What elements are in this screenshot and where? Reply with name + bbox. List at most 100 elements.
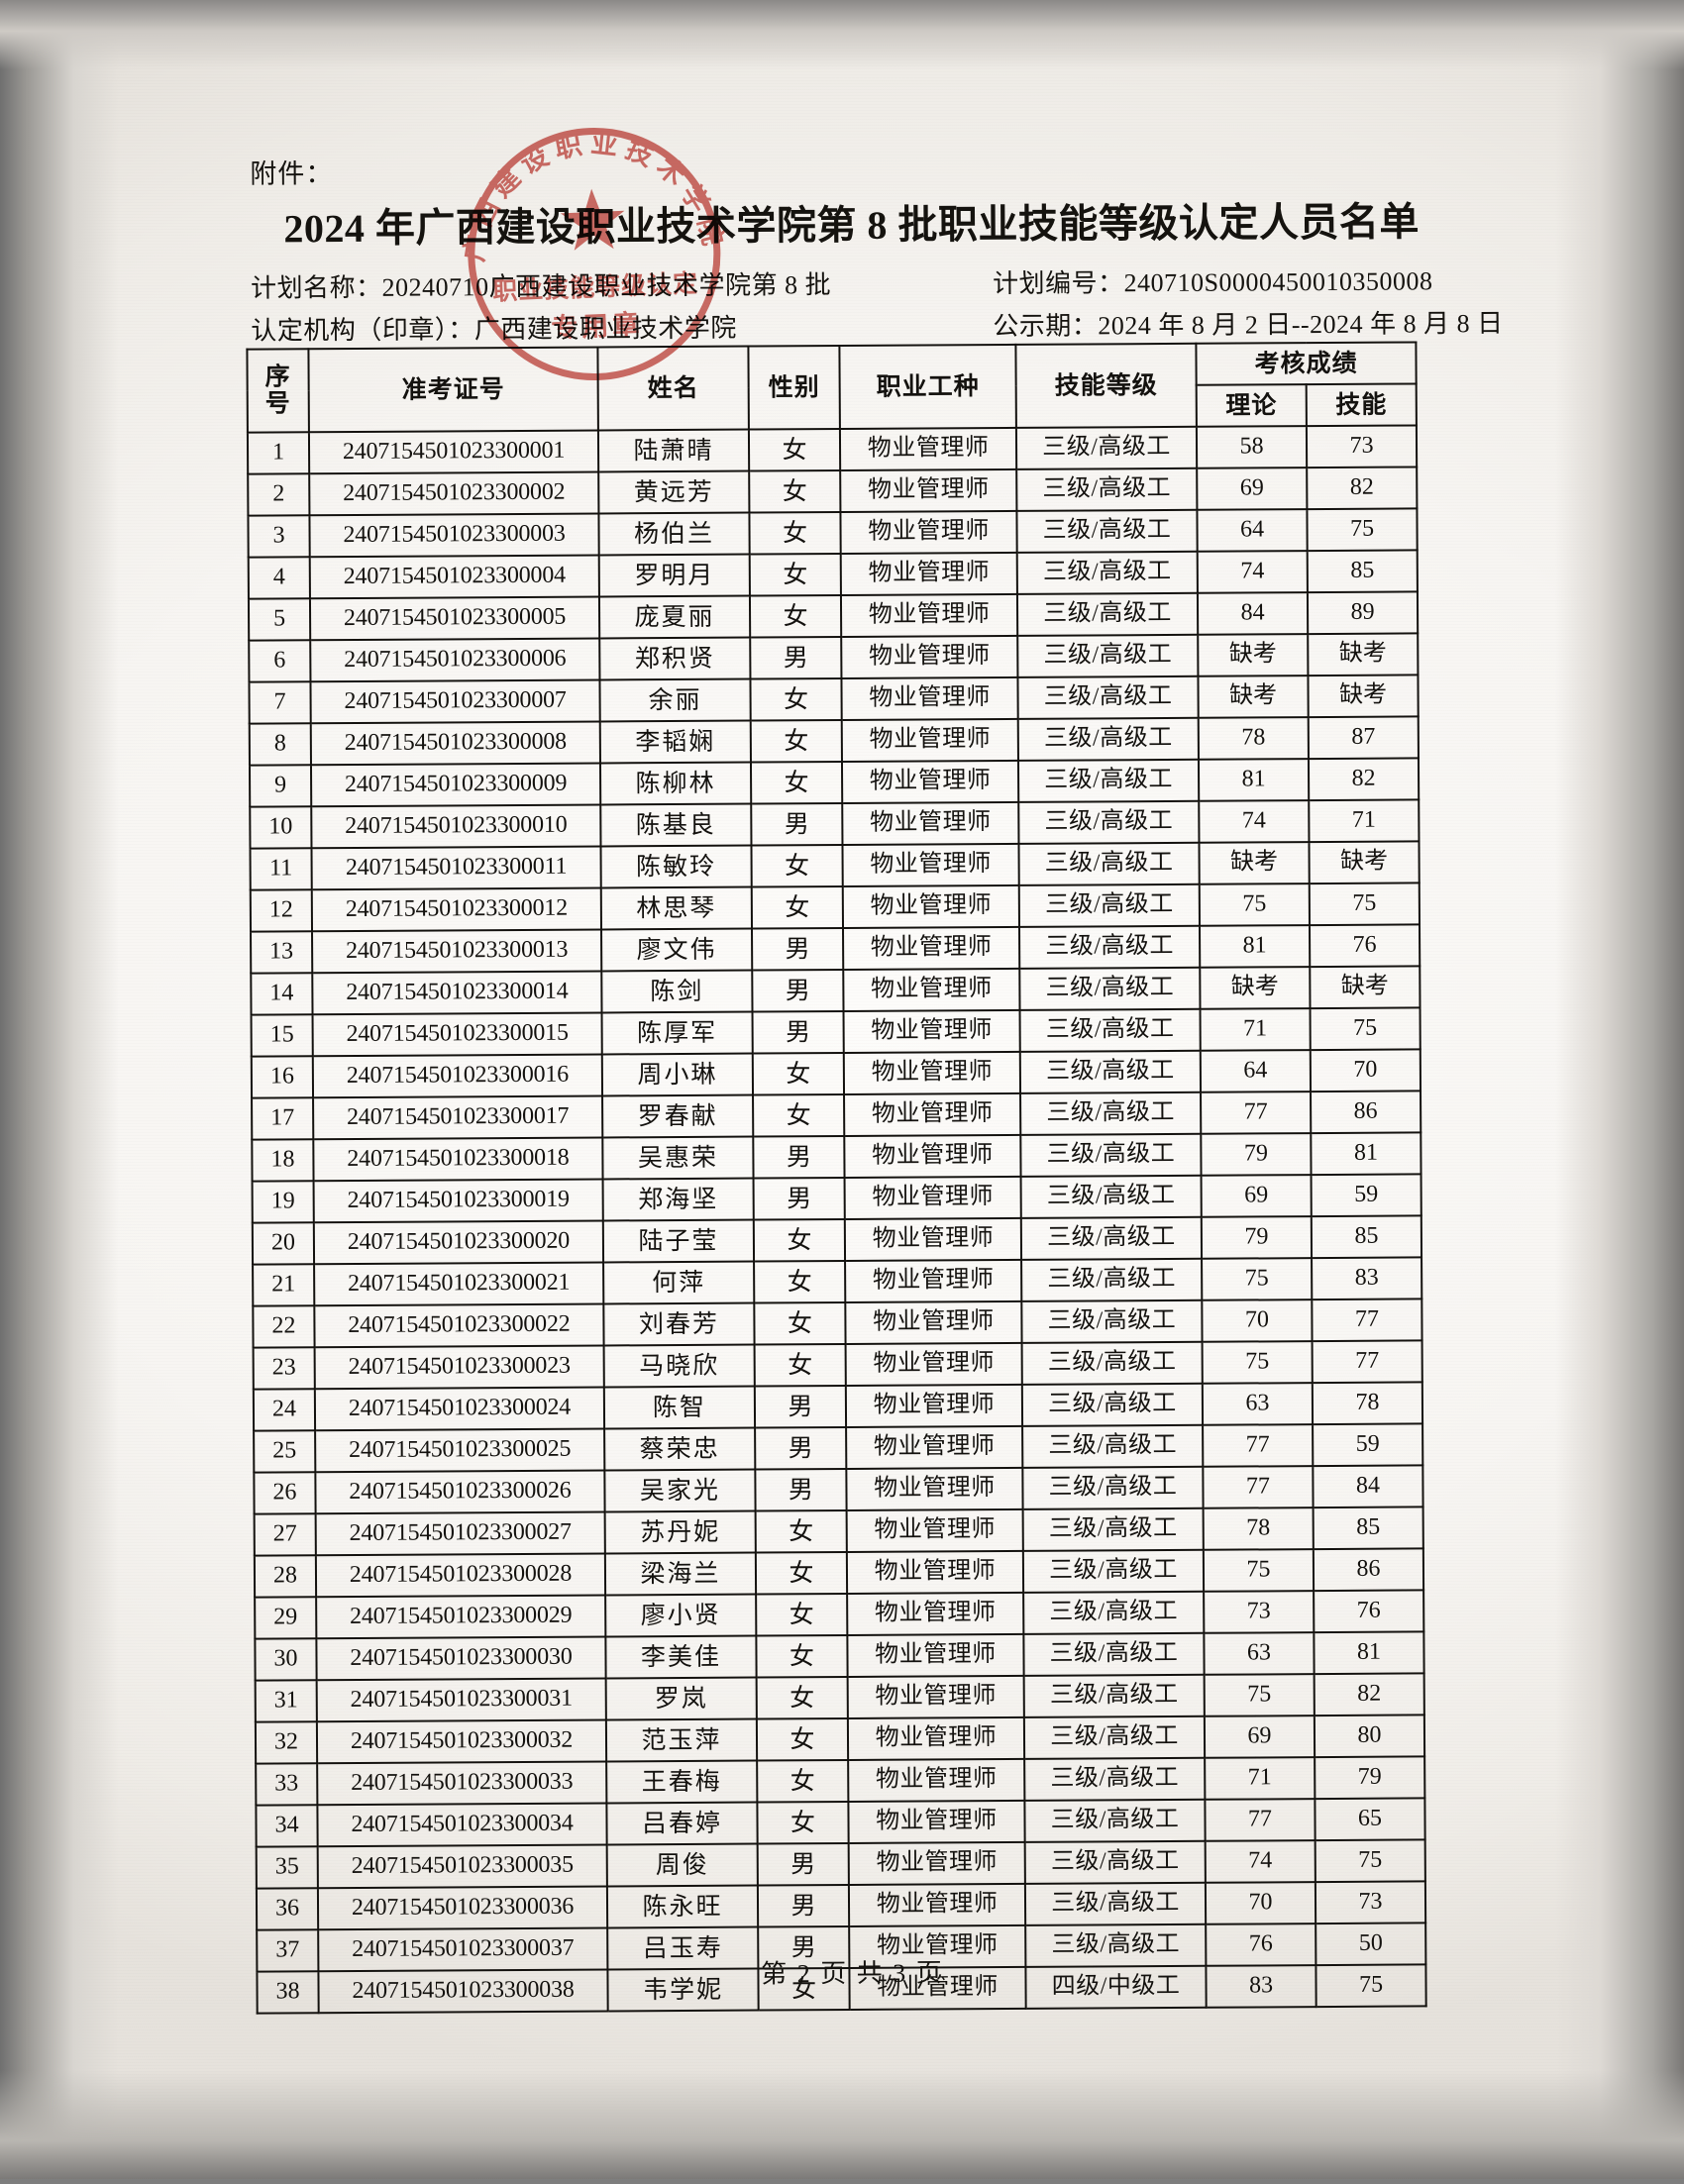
table-header: 序 号 准考证号 姓名 性别 职业工种 技能等级 考核成绩 理论 技能 (247, 342, 1417, 433)
cell-level: 三级/高级工 (1017, 676, 1199, 719)
cell-level: 三级/高级工 (1021, 1300, 1203, 1343)
cell-card: 2407154501023300008 (310, 721, 600, 766)
cell-level: 三级/高级工 (1019, 967, 1201, 1010)
table-row: 9 2407154501023300009 陈柳林女物业管理师 三级/高级工 81 82 (249, 758, 1420, 807)
cell-score-theory: 70 (1205, 1882, 1316, 1924)
publicity-period-line: 公示期：2024 年 8 月 2 日--2024 年 8 月 8 日 (993, 303, 1504, 343)
cell-level: 三级/高级工 (1022, 1549, 1205, 1593)
cell-level: 三级/高级工 (1023, 1591, 1205, 1634)
cell-score-skill: 75 (1310, 1007, 1421, 1051)
table-row: 21 2407154501023300021 何萍女物业管理师 三级/高级工 75 83 (253, 1257, 1422, 1306)
cell-card: 2407154501023300032 (316, 1719, 607, 1764)
cell-job: 物业管理师 (846, 1508, 1023, 1552)
cell-card: 2407154501023300025 (315, 1428, 605, 1473)
cell-sex: 女 (750, 719, 842, 763)
cell-sex: 女 (757, 1759, 849, 1803)
cell-card: 2407154501023300018 (313, 1137, 603, 1182)
cell-card: 2407154501023300024 (314, 1387, 605, 1431)
cell-seq: 24 (253, 1389, 316, 1431)
table-row: 10 2407154501023300010 陈基良男物业管理师 三级/高级工 74 71 (250, 799, 1420, 849)
cell-sex: 女 (755, 1551, 848, 1595)
cell-name: 何萍 (603, 1261, 755, 1304)
cell-score-theory: 64 (1197, 509, 1308, 552)
cell-score-theory: 63 (1204, 1632, 1315, 1675)
cell-seq: 22 (253, 1305, 315, 1348)
cell-name: 吴惠荣 (602, 1136, 754, 1180)
table-row: 25 2407154501023300025 蔡荣忠男物业管理师 三级/高级工 77 59 (254, 1423, 1423, 1473)
cell-sex: 女 (751, 844, 843, 887)
cell-level: 三级/高级工 (1023, 1632, 1205, 1676)
certifying-org-value: 广西建设职业技术学院 (474, 313, 737, 345)
cell-seq: 27 (254, 1513, 316, 1556)
cell-name: 吕春婷 (606, 1802, 758, 1845)
cell-score-skill: 81 (1314, 1631, 1424, 1675)
cell-sex: 女 (754, 1301, 846, 1345)
cell-score-skill: 71 (1309, 799, 1420, 843)
cell-score-skill: 77 (1312, 1299, 1422, 1342)
table-row: 12 2407154501023300012 林思琴女物业管理师 三级/高级工 75 75 (250, 883, 1421, 932)
cell-name: 陈智 (603, 1386, 756, 1429)
cell-sex: 女 (756, 1676, 848, 1719)
cell-name: 陈敏玲 (600, 845, 752, 888)
cell-card: 2407154501023300021 (314, 1262, 604, 1306)
cell-seq: 35 (256, 1846, 318, 1889)
cell-job: 物业管理师 (844, 1134, 1021, 1178)
table-body: 1 2407154501023300001 陆萧晴女物业管理师 三级/高级工 58 73 2… (247, 425, 1426, 2014)
cell-name: 陆萧晴 (597, 429, 750, 472)
cell-sex: 男 (755, 1468, 847, 1511)
column-header-card: 准考证号 (308, 347, 598, 433)
plan-name-value: 20240710广西建设职业技术学院第 8 批 (381, 270, 832, 302)
cell-sex: 男 (755, 1426, 847, 1470)
cell-level: 三级/高级工 (1019, 1050, 1202, 1093)
cell-job: 物业管理师 (843, 1051, 1021, 1094)
cell-name: 黄远芳 (598, 470, 750, 514)
cell-job: 物业管理师 (847, 1633, 1024, 1677)
cell-name: 罗明月 (598, 554, 750, 597)
cell-score-theory: 69 (1204, 1716, 1316, 1758)
cell-level: 三级/高级工 (1019, 925, 1201, 969)
cell-name: 陈厚军 (601, 1011, 753, 1055)
cell-seq: 14 (251, 973, 313, 1015)
cell-job: 物业管理师 (839, 427, 1017, 470)
cell-score-theory: 77 (1205, 1799, 1316, 1841)
cell-level: 三级/高级工 (1021, 1341, 1203, 1385)
cell-seq: 16 (251, 1056, 314, 1098)
cell-sex: 女 (750, 761, 843, 804)
cell-score-theory: 78 (1203, 1508, 1314, 1550)
cell-score-theory: 64 (1200, 1050, 1312, 1092)
cell-seq: 28 (254, 1555, 317, 1598)
table-row: 22 2407154501023300022 刘春芳女物业管理师 三级/高级工 70 77 (253, 1299, 1422, 1348)
cell-score-skill: 80 (1314, 1715, 1425, 1758)
cell-card: 2407154501023300007 (310, 679, 600, 724)
cell-score-skill: 82 (1314, 1673, 1424, 1716)
cell-level: 三级/高级工 (1023, 1716, 1206, 1759)
cell-name: 马晓欣 (603, 1344, 755, 1388)
cell-sex: 女 (753, 1093, 845, 1137)
cell-card: 2407154501023300013 (312, 929, 602, 974)
certifying-org-label: 认定机构（印章）： (251, 315, 474, 346)
cell-score-theory: 75 (1203, 1549, 1315, 1592)
column-header-scores-group: 考核成绩 (1196, 342, 1417, 385)
cell-name: 刘春芳 (603, 1302, 755, 1346)
cell-level: 三级/高级工 (1024, 1882, 1207, 1925)
cell-name: 罗春献 (602, 1094, 754, 1138)
cell-level: 三级/高级工 (1024, 1757, 1206, 1801)
table-row: 6 2407154501023300006 郑积贤男物业管理师 三级/高级工 缺考 缺考 (249, 633, 1419, 682)
page-edge-bottom (0, 2070, 1684, 2179)
cell-sex: 男 (757, 1842, 849, 1886)
cell-level: 三级/高级工 (1020, 1216, 1203, 1260)
cell-job: 物业管理师 (847, 1675, 1024, 1718)
cell-card: 2407154501023300010 (311, 804, 601, 849)
cell-card: 2407154501023300001 (308, 430, 599, 474)
cell-name: 苏丹妮 (604, 1510, 756, 1554)
cell-job: 物业管理师 (848, 1758, 1025, 1802)
table-row: 11 2407154501023300011 陈敏玲女物业管理师 三级/高级工 缺考 缺考 (250, 841, 1420, 890)
cell-job: 物业管理师 (842, 801, 1019, 845)
cell-score-theory: 缺考 (1199, 842, 1310, 884)
cell-name: 周俊 (606, 1843, 758, 1887)
cell-card: 2407154501023300035 (317, 1844, 607, 1889)
cell-sex: 女 (748, 429, 841, 471)
cell-card: 2407154501023300033 (317, 1761, 607, 1806)
cell-score-skill: 85 (1313, 1507, 1423, 1550)
table-row: 4 2407154501023300004 罗明月女物业管理师 三级/高级工 74 85 (248, 550, 1418, 599)
